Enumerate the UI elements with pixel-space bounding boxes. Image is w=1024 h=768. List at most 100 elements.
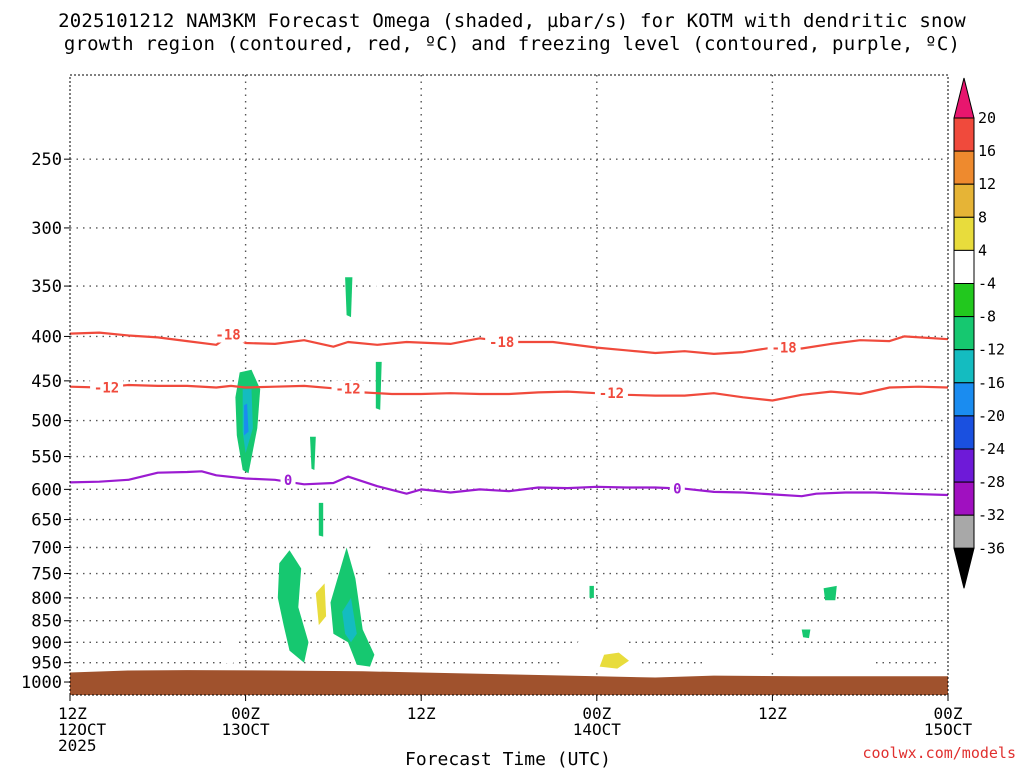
credit-text: coolwx.com/models: [862, 744, 1016, 762]
y-tick-label-850: 850: [31, 612, 62, 632]
x-tick-label-5-1: 15OCT: [924, 720, 973, 739]
colorbar-label-4: 4: [978, 241, 987, 259]
colorbar-top-arrow: [953, 77, 975, 119]
y-tick-label-500: 500: [31, 412, 62, 432]
omega-region-17: [589, 585, 594, 598]
ground-layer: [70, 670, 948, 695]
contour-label-1-2: -12: [599, 386, 624, 402]
colorbar-swatch-3: [953, 183, 975, 218]
x-tick-label-2-0: 12Z: [407, 704, 436, 723]
y-tick-label-950: 950: [31, 654, 62, 674]
colorbar-swatch-12: [953, 481, 975, 516]
contour-label-bg-0-1: [485, 334, 519, 351]
omega-region-21: [599, 652, 629, 669]
omega-region-5: [310, 436, 316, 470]
colorbar-label-13: -36: [978, 539, 1005, 557]
omega-region-22: [702, 652, 875, 671]
x-tick-label-1-0: 00Z: [231, 704, 260, 723]
colorbar-swatch-8: [953, 349, 975, 384]
omega-region-12: [315, 583, 327, 626]
omega-region-3: [345, 277, 353, 318]
contour-label-bg-0-2: [767, 339, 801, 356]
y-tick-label-650: 650: [31, 511, 62, 531]
colorbar-label-9: -20: [978, 407, 1005, 425]
omega-region-4: [372, 281, 378, 295]
omega-region-9: [418, 504, 423, 545]
colorbar-swatch-4: [953, 216, 975, 251]
colorbar-swatch-5: [953, 249, 975, 284]
contour-label-0-2: -18: [771, 341, 796, 357]
y-tick-label-900: 900: [31, 633, 62, 653]
colorbar-label-12: -32: [978, 506, 1005, 524]
omega-region-23: [937, 654, 948, 665]
contour-label-0-1: -18: [489, 335, 514, 351]
omega-region-10: [277, 550, 309, 663]
omega-region-14: [342, 597, 357, 643]
colorbar-swatch-9: [953, 382, 975, 417]
x-tick-label-0-0: 12Z: [58, 704, 87, 723]
colorbar: 20 16 12 8 4 -4 -8 -12 -16 -20 -24 -28 -32 -36: [953, 77, 1005, 589]
colorbar-bottom-arrow: [953, 547, 975, 589]
chart-title-line-1: 2025101212 NAM3KM Forecast Omega (shaded…: [58, 10, 966, 32]
colorbar-label-10: -24: [978, 440, 1005, 458]
y-tick-label-300: 300: [31, 219, 62, 239]
omega-region-19: [801, 629, 811, 639]
colorbar-swatch-11: [953, 448, 975, 483]
omega-region-6: [375, 361, 382, 410]
contour-line-2: [69, 470, 949, 498]
colorbar-label-5: -4: [978, 275, 996, 293]
omega-region-20: [560, 629, 644, 674]
contour-label-bg-0-0: [211, 326, 245, 343]
omega-region-8: [331, 479, 338, 537]
y-tick-label-800: 800: [31, 589, 62, 609]
y-axis-ticks: 2503003504004505005506006507007508008509…: [21, 150, 70, 693]
contour-lines: -18 -18 -18 -12 -12 -12 0 0: [69, 326, 949, 498]
y-tick-label-700: 700: [31, 538, 62, 558]
y-tick-label-450: 450: [31, 372, 62, 392]
omega-region-16: [209, 638, 246, 665]
colorbar-swatch-10: [953, 415, 975, 450]
colorbar-label-11: -28: [978, 473, 1005, 491]
x-tick-label-5-0: 00Z: [934, 704, 963, 723]
y-tick-label-750: 750: [31, 565, 62, 585]
colorbar-label-3: 8: [978, 208, 987, 226]
y-tick-label-400: 400: [31, 327, 62, 347]
colorbar-label-6: -8: [978, 308, 996, 326]
x-tick-label-0-2: 2025: [58, 736, 97, 755]
contour-label-1-0: -12: [94, 381, 119, 397]
x-tick-label-3-1: 14OCT: [573, 720, 622, 739]
x-tick-label-4-0: 12Z: [758, 704, 787, 723]
x-axis-label: Forecast Time (UTC): [405, 749, 611, 768]
colorbar-swatch-2: [953, 150, 975, 185]
colorbar-label-8: -16: [978, 374, 1005, 392]
y-tick-label-250: 250: [31, 150, 62, 170]
y-tick-label-600: 600: [31, 480, 62, 500]
contour-label-0-0: -18: [215, 328, 240, 344]
colorbar-label-7: -12: [978, 341, 1005, 359]
contour-line-0: [69, 331, 949, 355]
chart-title-line-2: growth region (contoured, red, ºC) and f…: [63, 33, 961, 55]
y-tick-label-1000: 1000: [21, 673, 62, 693]
contour-label-2-1: 0: [673, 482, 681, 498]
omega-region-18: [823, 585, 837, 601]
grid-lines: [70, 75, 948, 695]
colorbar-swatch-7: [953, 316, 975, 351]
x-tick-label-3-0: 00Z: [582, 704, 611, 723]
omega-region-15: [362, 531, 388, 598]
colorbar-label-0: 20: [978, 109, 996, 127]
contour-label-1-1: -12: [335, 381, 360, 397]
contour-line-1: [69, 383, 949, 402]
colorbar-swatch-6: [953, 283, 975, 318]
y-tick-label-350: 350: [31, 277, 62, 297]
x-tick-label-0-1: 12OCT: [58, 720, 107, 739]
colorbar-swatch-1: [953, 117, 975, 152]
contour-label-bg-2-0: [280, 471, 296, 488]
contour-label-bg-1-0: [90, 379, 124, 396]
contour-label-bg-1-1: [331, 380, 365, 397]
colorbar-label-2: 12: [978, 175, 996, 193]
colorbar-swatch-13: [953, 514, 975, 549]
contour-label-2-0: 0: [284, 473, 292, 489]
ground-surface: [70, 670, 948, 695]
